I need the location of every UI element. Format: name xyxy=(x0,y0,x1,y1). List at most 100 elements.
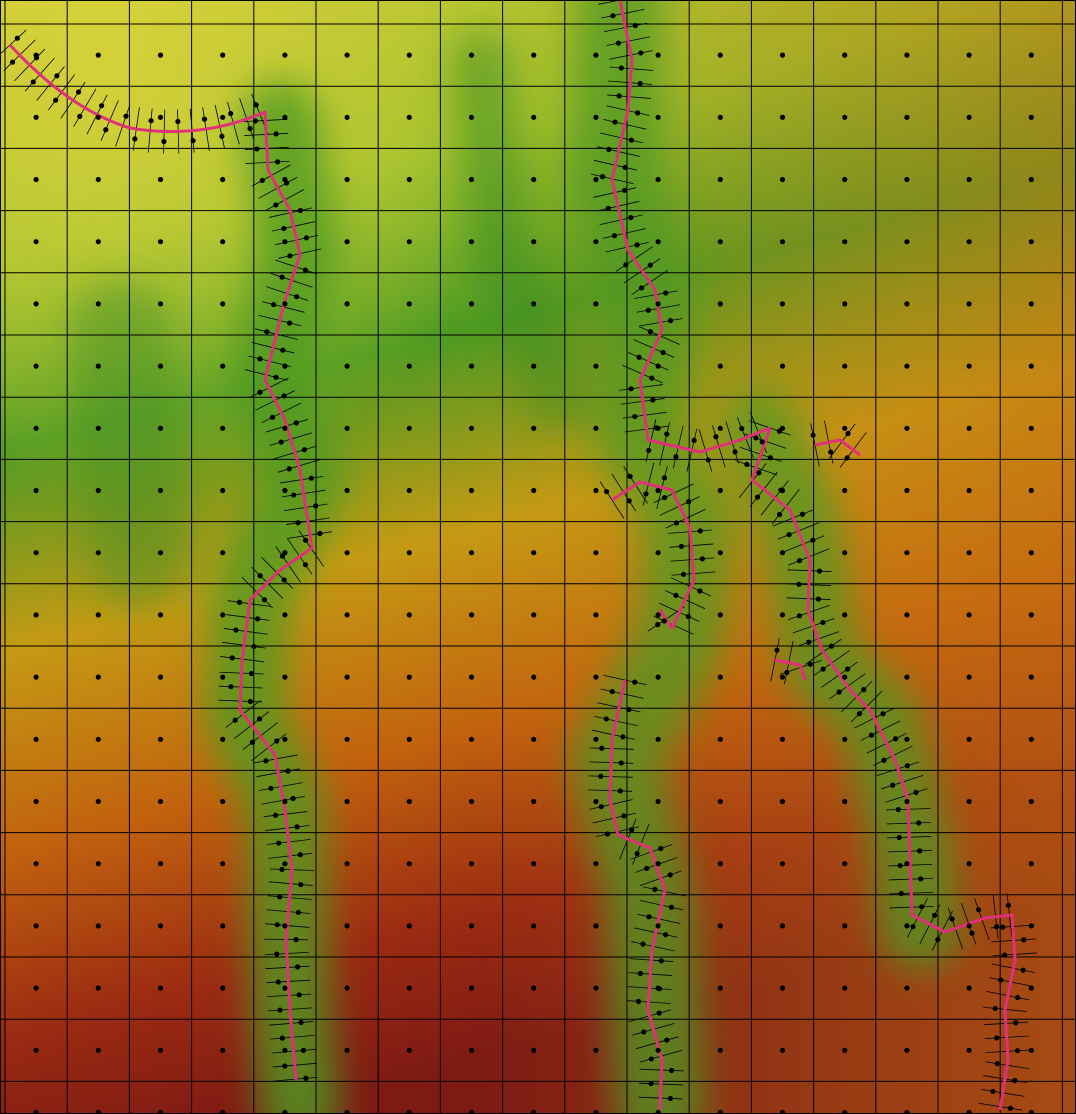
mesh-node xyxy=(896,834,902,841)
mesh-node xyxy=(641,1029,647,1035)
mesh-node xyxy=(966,363,972,369)
mesh-node xyxy=(593,176,599,183)
mesh-node xyxy=(658,845,664,852)
mesh-node xyxy=(468,985,475,991)
mesh-node xyxy=(237,599,243,605)
mesh-node xyxy=(95,736,101,742)
mesh-node xyxy=(468,1047,475,1053)
mesh-node xyxy=(610,13,616,19)
mesh-node xyxy=(254,146,260,152)
mesh-node xyxy=(531,1109,537,1114)
mesh-node xyxy=(300,1047,307,1053)
mesh-node xyxy=(282,674,288,680)
mesh-node xyxy=(640,941,646,947)
mesh-node xyxy=(1005,902,1011,908)
mesh-node xyxy=(810,537,816,543)
mesh-node xyxy=(842,923,848,929)
mesh-node xyxy=(623,262,629,268)
mesh-node xyxy=(779,923,786,929)
mesh-node xyxy=(895,806,901,813)
mesh-node xyxy=(931,912,938,918)
mesh-node xyxy=(779,674,786,680)
mesh-node xyxy=(1014,1048,1021,1054)
mesh-node xyxy=(269,414,276,420)
mesh-node xyxy=(531,176,537,183)
mesh-node xyxy=(904,363,910,369)
mesh-node xyxy=(778,487,784,493)
mesh-node xyxy=(297,207,303,214)
mesh-node xyxy=(828,643,835,649)
mesh-node xyxy=(531,736,537,742)
mesh-node xyxy=(673,592,679,599)
mesh-node xyxy=(966,612,972,618)
mesh-node xyxy=(54,73,60,79)
mesh-node xyxy=(966,736,972,742)
mesh-node xyxy=(966,239,972,245)
mesh-node xyxy=(282,923,288,929)
mesh-node xyxy=(1028,301,1034,307)
mesh-node xyxy=(406,487,412,494)
mesh-node xyxy=(259,177,265,184)
mesh-node xyxy=(774,647,780,653)
mesh-node xyxy=(904,114,910,120)
mesh-node xyxy=(302,267,309,273)
mesh-node xyxy=(294,964,301,970)
mesh-node xyxy=(531,487,537,494)
mesh-node xyxy=(593,550,599,556)
mesh-node xyxy=(842,301,848,307)
mesh-node xyxy=(904,736,910,742)
mesh-node xyxy=(282,301,288,307)
mesh-node xyxy=(754,494,761,500)
mesh-node xyxy=(593,985,599,991)
mesh-node xyxy=(820,619,826,626)
mesh-node xyxy=(344,861,350,867)
mesh-node xyxy=(248,670,255,677)
mesh-node xyxy=(628,386,634,392)
mesh-node xyxy=(717,1047,723,1053)
mesh-node xyxy=(655,52,661,58)
mesh-node xyxy=(77,113,83,119)
mesh-node xyxy=(406,1047,412,1053)
mesh-node xyxy=(220,363,226,369)
mesh-node xyxy=(157,363,164,369)
mesh-node xyxy=(652,886,658,892)
mesh-node xyxy=(966,425,972,431)
mesh-node xyxy=(220,736,226,742)
mesh-node xyxy=(717,985,723,991)
mesh-node xyxy=(655,798,661,805)
mesh-node xyxy=(655,736,661,742)
mesh-node xyxy=(966,176,972,183)
mesh-node xyxy=(626,706,632,713)
mesh-node xyxy=(609,688,615,695)
mesh-node xyxy=(282,985,288,991)
mesh-node xyxy=(274,951,280,957)
mesh-node xyxy=(344,1109,350,1114)
mesh-node xyxy=(302,562,308,568)
mesh-node xyxy=(655,861,661,867)
mesh-node xyxy=(406,674,412,680)
mesh-node xyxy=(279,553,286,559)
mesh-node xyxy=(815,596,822,602)
mesh-node xyxy=(273,131,279,137)
mesh-node xyxy=(678,543,684,549)
mesh-node xyxy=(621,813,627,819)
mesh-node xyxy=(277,894,283,900)
mesh-node xyxy=(252,118,259,124)
mesh-node xyxy=(593,861,599,867)
mesh-node xyxy=(717,550,723,556)
mesh-node xyxy=(33,487,39,494)
mesh-node xyxy=(717,798,723,805)
mesh-node xyxy=(717,487,723,494)
mesh-node xyxy=(273,202,279,208)
mesh-node xyxy=(33,301,39,307)
mesh-node xyxy=(157,612,164,618)
mesh-node xyxy=(220,550,226,556)
mesh-node xyxy=(648,1081,654,1087)
mesh-node xyxy=(668,904,675,910)
mesh-node xyxy=(904,487,910,494)
mesh-node xyxy=(1028,736,1034,742)
mesh-node xyxy=(655,674,661,680)
mesh-node xyxy=(406,923,412,929)
river xyxy=(611,480,696,630)
mesh-node xyxy=(256,716,263,722)
